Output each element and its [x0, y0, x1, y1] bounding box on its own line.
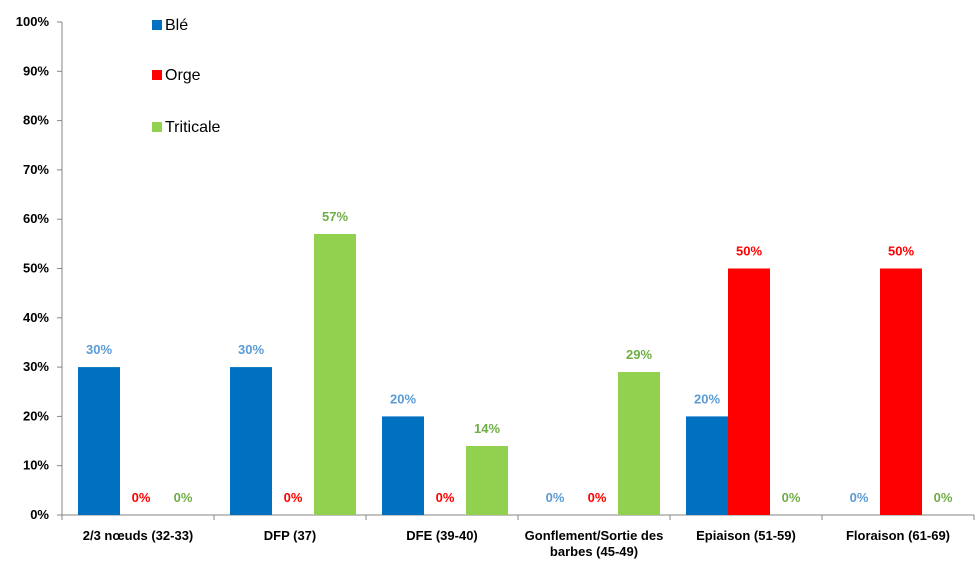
data-label: 0%: [782, 490, 801, 505]
data-label: 0%: [132, 490, 151, 505]
data-label: 0%: [436, 490, 455, 505]
x-tick-label: DFE (39-40): [406, 528, 478, 543]
data-label: 20%: [694, 391, 720, 406]
bar-orge: [880, 268, 922, 515]
x-tick-label: Gonflement/Sortie des barbes (45-49): [525, 528, 664, 559]
bar-orge: [728, 268, 770, 515]
data-label: 0%: [546, 490, 565, 505]
data-label: 30%: [86, 342, 112, 357]
legend-label: Orge: [165, 67, 201, 84]
y-tick-label: 30%: [23, 359, 49, 374]
data-label: 30%: [238, 342, 264, 357]
legend-swatch-blé: [152, 20, 162, 30]
y-tick-label: 60%: [23, 211, 49, 226]
y-tick-label: 10%: [23, 458, 49, 473]
x-tick-label: Epiaison (51-59): [696, 528, 796, 543]
data-label: 0%: [850, 490, 869, 505]
y-tick-label: 50%: [23, 261, 49, 276]
data-label: 0%: [588, 490, 607, 505]
bar-triticale: [466, 445, 508, 515]
bar-blé: [78, 367, 120, 515]
data-label: 50%: [888, 244, 914, 259]
data-label: 0%: [934, 490, 953, 505]
x-tick-label: 2/3 nœuds (32-33): [83, 528, 194, 543]
legend-swatch-triticale: [152, 122, 162, 132]
data-label: 57%: [322, 209, 348, 224]
data-label: 14%: [474, 421, 500, 436]
bar-triticale: [314, 233, 356, 516]
bar-blé: [382, 416, 424, 515]
x-tick-label: DFP (37): [264, 528, 317, 543]
y-tick-label: 90%: [23, 63, 49, 78]
bar-blé: [230, 367, 272, 515]
legend-swatch-orge: [152, 70, 162, 80]
data-label: 0%: [174, 490, 193, 505]
bar-triticale: [618, 372, 660, 515]
data-label: 0%: [284, 490, 303, 505]
data-label: 20%: [390, 391, 416, 406]
y-tick-label: 70%: [23, 162, 49, 177]
x-tick-label: Floraison (61-69): [846, 528, 950, 543]
legend-label: Blé: [165, 17, 188, 34]
y-tick-label: 40%: [23, 310, 49, 325]
bar-blé: [686, 416, 728, 515]
data-label: 29%: [626, 347, 652, 362]
y-tick-label: 100%: [16, 14, 50, 29]
data-label: 50%: [736, 244, 762, 259]
legend-label: Triticale: [165, 119, 221, 136]
y-tick-label: 0%: [30, 507, 49, 522]
y-tick-label: 20%: [23, 408, 49, 423]
y-tick-label: 80%: [23, 113, 49, 128]
